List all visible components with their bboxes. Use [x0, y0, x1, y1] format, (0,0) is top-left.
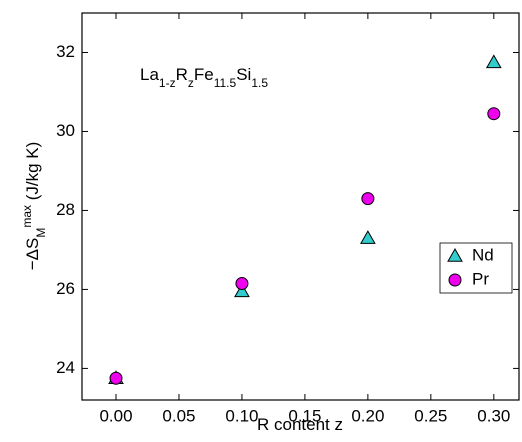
annotation: La1-zRzFe11.5Si1.5	[140, 65, 268, 90]
y-tick-label: 28	[56, 200, 75, 219]
circle-marker	[109, 371, 123, 385]
triangle-marker	[485, 54, 502, 69]
circle-marker	[448, 273, 462, 287]
plot-frame	[81, 12, 520, 401]
text-part: Si	[236, 65, 251, 84]
circle-marker	[235, 277, 249, 291]
triangle-marker	[360, 230, 376, 244]
x-tick-label: 0.15	[288, 406, 321, 425]
x-axis-label: R content z	[257, 415, 343, 434]
text-part: 1-z	[159, 76, 176, 90]
triangle-marker	[447, 247, 463, 262]
y-tick-label: 30	[56, 121, 75, 140]
text-part: R	[176, 65, 188, 84]
legend-label: Pr	[472, 269, 489, 288]
y-tick-label: 24	[56, 358, 75, 377]
text-part: (J/kg K)	[23, 142, 42, 205]
x-tick-label: 0.20	[351, 406, 384, 425]
text-part: z	[188, 76, 194, 90]
circle-marker	[487, 107, 501, 121]
x-tick-label: 0.25	[414, 406, 447, 425]
text-part: −ΔS	[23, 238, 42, 271]
y-axis-label: −ΔSMmax (J/kg K)	[20, 142, 48, 271]
text-part: M	[34, 228, 48, 238]
text-part: Fe	[194, 65, 214, 84]
x-tick-label: 0.00	[99, 406, 132, 425]
text-part: max	[20, 205, 34, 228]
circle-marker	[361, 192, 375, 206]
x-tick-label: 0.10	[225, 406, 258, 425]
text-part: 1.5	[251, 76, 268, 90]
text-part: La	[140, 65, 159, 84]
legend-label: Nd	[472, 245, 494, 264]
y-tick-label: 26	[56, 279, 75, 298]
text-part: 11.5	[214, 76, 237, 90]
y-tick-label: 32	[56, 42, 75, 61]
triangle-marker	[234, 283, 250, 298]
x-tick-label: 0.30	[477, 406, 510, 425]
x-tick-label: 0.05	[162, 406, 195, 425]
